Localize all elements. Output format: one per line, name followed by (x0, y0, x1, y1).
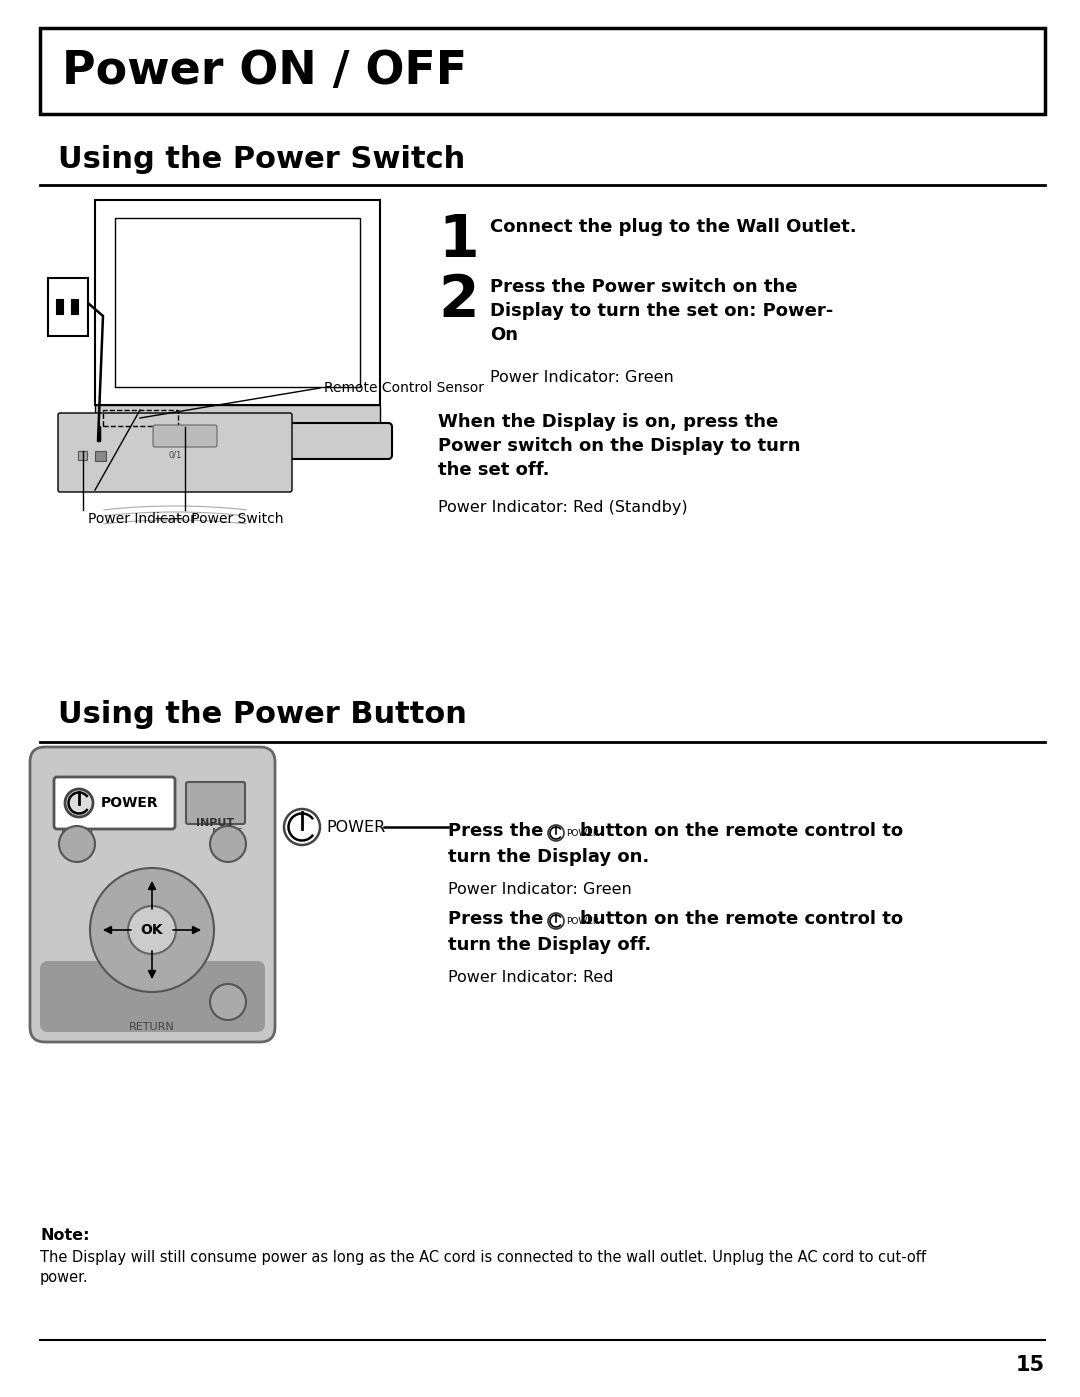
Text: turn the Display on.: turn the Display on. (448, 848, 649, 866)
Text: ——  Power Switch: —— Power Switch (156, 511, 283, 527)
Bar (95, 451, 106, 461)
Circle shape (90, 868, 214, 992)
Text: Display to turn the set on: Power-: Display to turn the set on: Power- (490, 302, 834, 320)
Text: MUTE: MUTE (213, 828, 244, 838)
Text: 1: 1 (438, 212, 478, 270)
Text: 0/1: 0/1 (168, 450, 181, 460)
FancyBboxPatch shape (153, 425, 217, 447)
Text: button on the remote control to: button on the remote control to (580, 821, 903, 840)
Text: button on the remote control to: button on the remote control to (580, 909, 903, 928)
Bar (95, 405, 380, 427)
Text: power.: power. (40, 1270, 89, 1285)
Circle shape (210, 983, 246, 1020)
Text: the set off.: the set off. (438, 461, 550, 479)
Bar (95, 200, 380, 405)
Bar (71, 299, 78, 314)
Text: Power Indicator: Red (Standby): Power Indicator: Red (Standby) (438, 500, 688, 515)
Circle shape (548, 914, 564, 929)
Circle shape (210, 826, 246, 862)
Text: Using the Power Switch: Using the Power Switch (58, 145, 465, 175)
Text: POWER: POWER (566, 828, 599, 837)
Text: Remote Control Sensor: Remote Control Sensor (324, 381, 484, 395)
Text: Power ON / OFF: Power ON / OFF (62, 49, 468, 94)
Text: Power Indicator: Red: Power Indicator: Red (448, 970, 613, 985)
Text: On: On (490, 326, 518, 344)
Text: The Display will still consume power as long as the AC cord is connected to the : The Display will still consume power as … (40, 1250, 926, 1266)
Text: MENU: MENU (60, 828, 94, 838)
Text: Connect the plug to the Wall Outlet.: Connect the plug to the Wall Outlet. (490, 218, 856, 236)
Circle shape (59, 826, 95, 862)
FancyBboxPatch shape (83, 423, 392, 460)
FancyBboxPatch shape (54, 777, 175, 828)
Circle shape (548, 826, 564, 841)
Text: Power Indicator: Green: Power Indicator: Green (448, 882, 632, 897)
Circle shape (65, 789, 93, 817)
FancyBboxPatch shape (30, 747, 275, 1042)
Text: POWER: POWER (566, 916, 599, 925)
Text: Power Indicator: Green: Power Indicator: Green (490, 370, 674, 386)
Bar (48, 278, 87, 337)
Bar (78, 451, 87, 460)
Text: Note:: Note: (40, 1228, 90, 1243)
Text: Press the Power switch on the: Press the Power switch on the (490, 278, 797, 296)
Text: POWER: POWER (102, 796, 159, 810)
Circle shape (284, 809, 320, 845)
Text: Press the: Press the (448, 909, 543, 928)
Text: Power Indicator: Power Indicator (87, 511, 195, 527)
Text: 2: 2 (438, 272, 478, 330)
FancyBboxPatch shape (186, 782, 245, 824)
Text: When the Display is on, press the: When the Display is on, press the (438, 414, 779, 432)
Text: 15: 15 (1016, 1355, 1045, 1375)
Text: RETURN: RETURN (130, 1023, 175, 1032)
Text: INPUT: INPUT (195, 819, 234, 828)
FancyBboxPatch shape (40, 961, 265, 1032)
Text: Power switch on the Display to turn: Power switch on the Display to turn (438, 437, 800, 455)
Circle shape (129, 907, 176, 954)
Text: OK: OK (140, 923, 163, 937)
Bar (56, 299, 63, 314)
Text: turn the Display off.: turn the Display off. (448, 936, 651, 954)
Bar (114, 218, 360, 387)
Bar (103, 409, 178, 426)
Text: POWER: POWER (326, 820, 386, 834)
Text: Using the Power Button: Using the Power Button (58, 700, 467, 729)
Text: Press the: Press the (448, 821, 543, 840)
FancyBboxPatch shape (58, 414, 292, 492)
Bar (40, 28, 1045, 115)
